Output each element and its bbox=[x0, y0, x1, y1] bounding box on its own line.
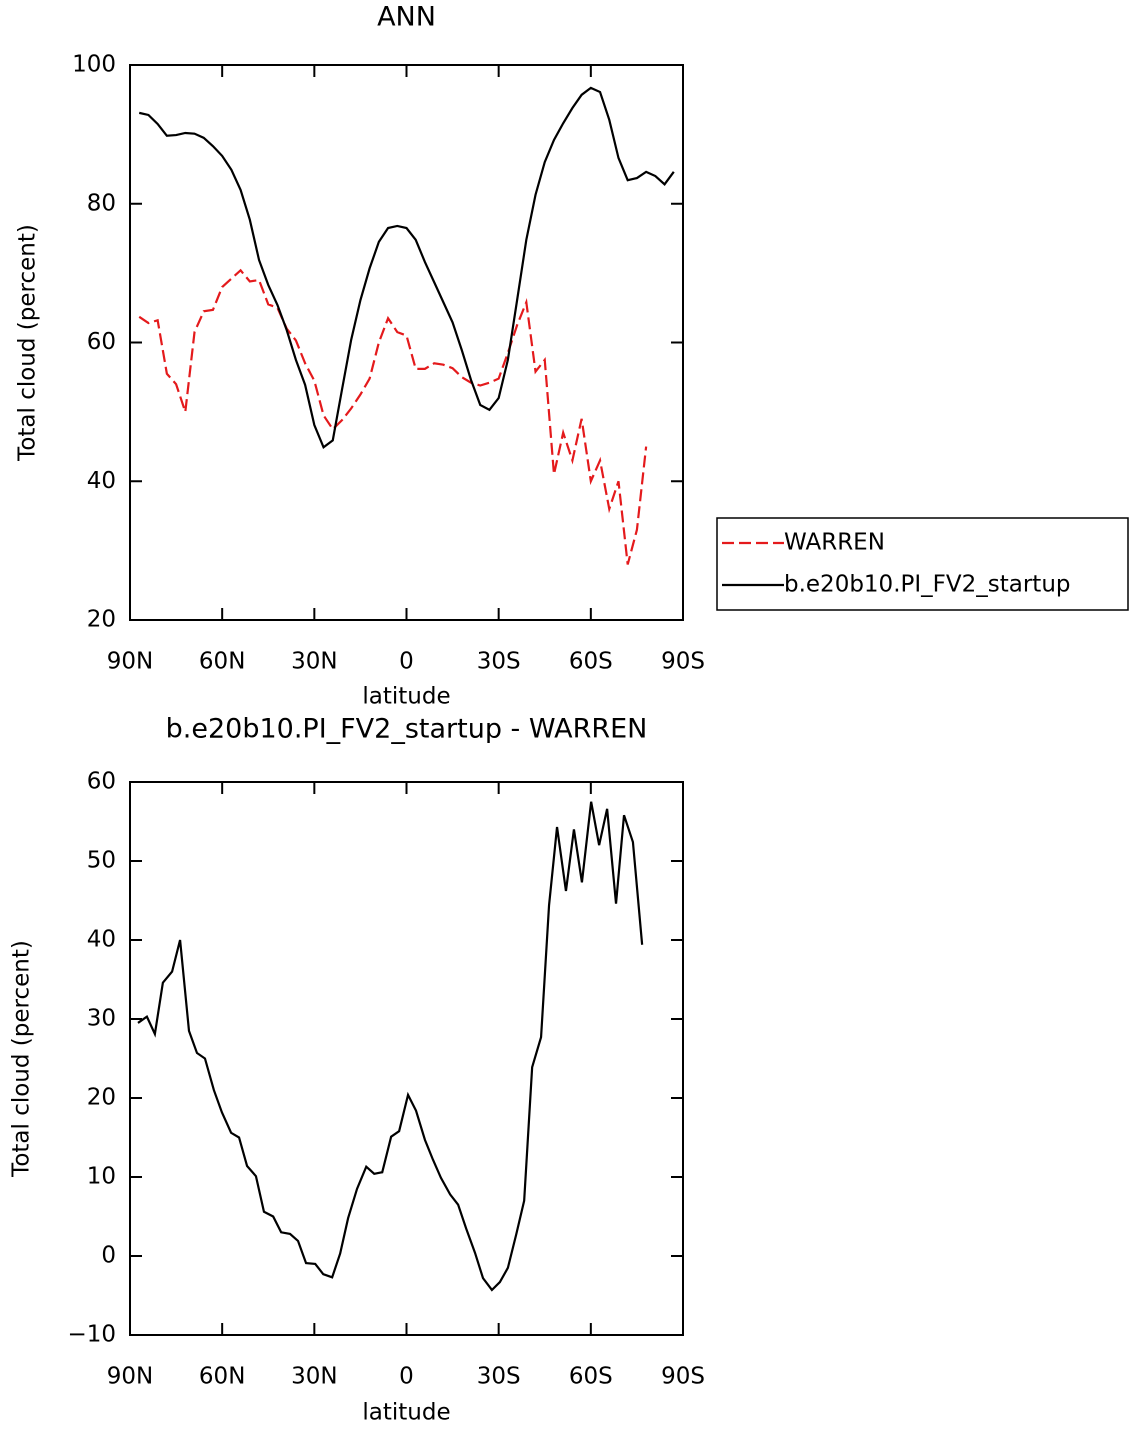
legend-box bbox=[716, 517, 1129, 611]
x-tick-label: 0 bbox=[399, 649, 414, 675]
x-tick-label: 60S bbox=[569, 1364, 613, 1390]
y-tick-label: 0 bbox=[101, 1243, 116, 1269]
y-tick-label: 60 bbox=[87, 329, 116, 355]
data-line bbox=[137, 801, 644, 1292]
x-tick-label: 90S bbox=[661, 1364, 705, 1390]
data-line bbox=[138, 268, 648, 565]
y-tick-label: 40 bbox=[87, 468, 116, 494]
x-tick-label: 30S bbox=[477, 649, 521, 675]
plot-frame bbox=[129, 781, 684, 1336]
y-axis-label: Total cloud (percent) bbox=[15, 224, 41, 462]
y-tick-label: 20 bbox=[87, 1085, 116, 1111]
chart-title: b.e20b10.PI_FV2_startup - WARREN bbox=[166, 714, 648, 745]
y-tick-label: 30 bbox=[87, 1006, 116, 1032]
y-tick-label: 50 bbox=[87, 848, 116, 874]
legend-label: WARREN bbox=[784, 530, 885, 556]
y-tick-label: 20 bbox=[87, 607, 116, 633]
y-tick-label: 100 bbox=[72, 52, 116, 78]
y-tick-label: 40 bbox=[87, 927, 116, 953]
x-axis-label: latitude bbox=[362, 1400, 450, 1426]
y-tick-label: 60 bbox=[87, 769, 116, 795]
x-tick-label: 30N bbox=[291, 1364, 337, 1390]
chart-title: ANN bbox=[377, 2, 436, 33]
x-tick-label: 90N bbox=[107, 1364, 153, 1390]
x-tick-label: 60N bbox=[199, 1364, 245, 1390]
y-axis-label: Total cloud (percent) bbox=[9, 940, 35, 1178]
y-tick-label: −10 bbox=[67, 1322, 116, 1348]
x-tick-label: 30S bbox=[477, 1364, 521, 1390]
x-tick-label: 0 bbox=[399, 1364, 414, 1390]
x-tick-label: 90N bbox=[107, 649, 153, 675]
y-tick-label: 80 bbox=[87, 190, 116, 216]
y-tick-label: 10 bbox=[87, 1164, 116, 1190]
x-tick-label: 60N bbox=[199, 649, 245, 675]
x-tick-label: 60S bbox=[569, 649, 613, 675]
x-tick-label: 90S bbox=[661, 649, 705, 675]
data-line bbox=[138, 86, 675, 449]
legend-label: b.e20b10.PI_FV2_startup bbox=[784, 572, 1071, 598]
plot-frame bbox=[129, 64, 684, 621]
x-tick-label: 30N bbox=[291, 649, 337, 675]
x-axis-label: latitude bbox=[362, 684, 450, 710]
